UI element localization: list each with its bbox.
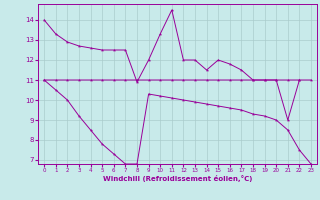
X-axis label: Windchill (Refroidissement éolien,°C): Windchill (Refroidissement éolien,°C) (103, 175, 252, 182)
